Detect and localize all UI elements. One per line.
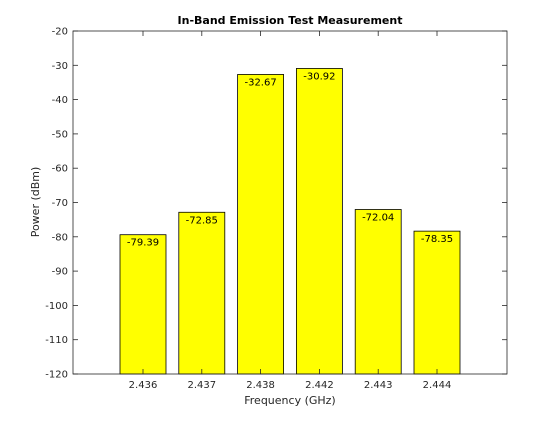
y-tick-label: -70 <box>52 198 68 209</box>
y-tick-label: -40 <box>52 95 68 106</box>
bar <box>413 230 461 375</box>
y-tick-label: -30 <box>52 61 68 72</box>
bar-value-label: -72.85 <box>186 215 218 226</box>
y-tick-label: -120 <box>45 370 68 381</box>
bar <box>354 209 402 375</box>
x-tick-label: 2.438 <box>246 380 275 391</box>
bar-value-label: -78.35 <box>421 234 453 245</box>
x-axis: 2.436 2.437 2.438 2.442 2.443 2.444 <box>129 31 452 391</box>
bar-value-label: -72.04 <box>362 212 394 223</box>
bar-value-label: -79.39 <box>127 238 159 249</box>
y-tick-label: -50 <box>52 129 68 140</box>
bar-value-label: -30.92 <box>303 71 335 82</box>
y-axis: -20 -30 -40 -50 -60 -70 -80 -90 -100 -110 -120 <box>45 27 507 381</box>
y-tick-label: -20 <box>52 27 68 38</box>
bar <box>295 68 343 375</box>
bar <box>178 211 226 375</box>
chart-title: In-Band Emission Test Measurement <box>178 14 403 27</box>
y-axis-label: Power (dBm) <box>29 167 42 238</box>
chart-marks: -79.39 -72.85 -32.67 -30.92 -72.04 -78.35 <box>119 68 461 375</box>
x-tick-label: 2.436 <box>129 380 158 391</box>
y-tick-label: -60 <box>52 164 68 175</box>
bar-value-label: -32.67 <box>244 77 276 88</box>
x-axis-label: Frequency (GHz) <box>244 394 335 407</box>
x-tick-label: 2.442 <box>305 380 334 391</box>
bar <box>119 234 167 375</box>
x-tick-label: 2.437 <box>187 380 216 391</box>
y-tick-label: -100 <box>45 301 68 312</box>
x-tick-label: 2.443 <box>364 380 393 391</box>
y-tick-label: -80 <box>52 232 68 243</box>
x-tick-label: 2.444 <box>423 380 452 391</box>
y-tick-label: -110 <box>45 335 68 346</box>
bar <box>237 74 285 375</box>
y-tick-label: -90 <box>52 267 68 278</box>
